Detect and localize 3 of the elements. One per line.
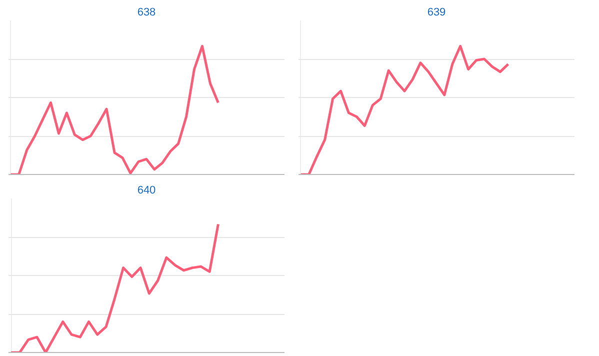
chart-title: 639 [427, 6, 446, 18]
chart-title: 638 [137, 6, 156, 18]
chart-title: 640 [137, 184, 156, 196]
